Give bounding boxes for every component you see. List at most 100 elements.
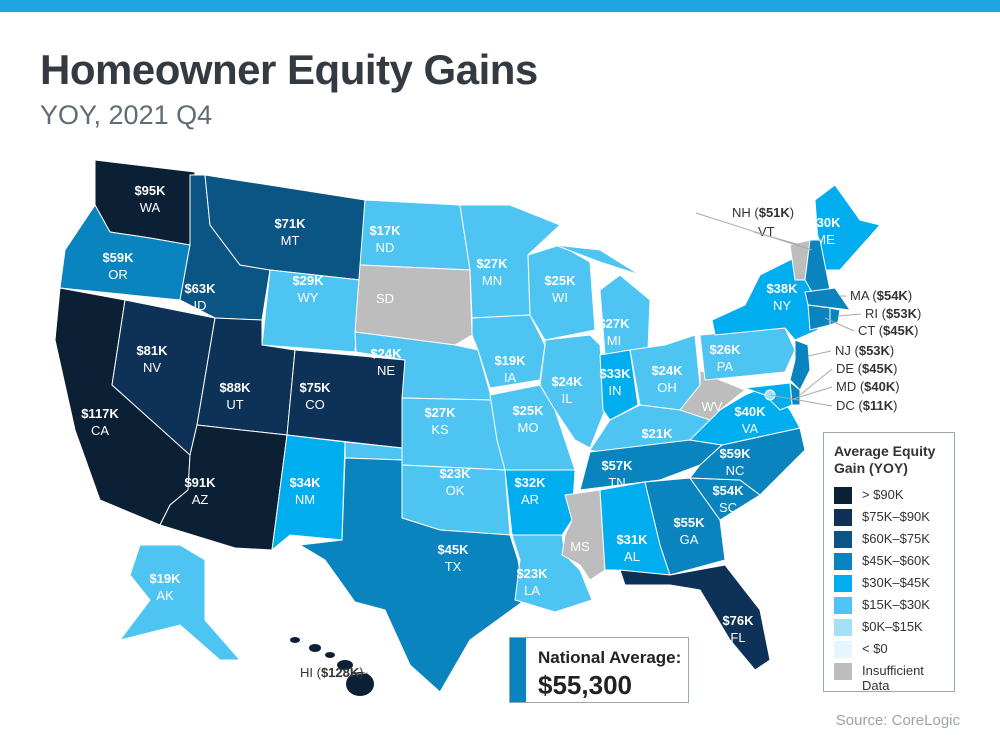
state-value: $33K — [599, 366, 631, 381]
state-value: $27K — [598, 316, 630, 331]
state-abbr: AR — [521, 492, 539, 507]
state-value: $23K — [516, 566, 548, 581]
state-hi — [290, 637, 300, 643]
callout-hi: HI ($128K) — [300, 665, 364, 680]
state-label-nm: $34K NM — [289, 475, 321, 507]
state-value: $45K — [437, 542, 469, 557]
state-abbr: GA — [680, 532, 699, 547]
legend-swatch — [834, 575, 852, 592]
state-value: $76K — [722, 613, 754, 628]
state-il — [539, 334, 606, 449]
state-label-la: $23K LA — [516, 566, 548, 598]
state-label-az: $91K AZ — [184, 475, 216, 507]
state-value: $17K — [369, 223, 401, 238]
state-abbr: MN — [482, 273, 502, 288]
legend-swatch — [834, 509, 852, 526]
state-abbr: NY — [773, 298, 791, 313]
legend-label: $0K–$15K — [862, 619, 923, 634]
legend-swatch — [834, 531, 852, 548]
state-value: $26K — [709, 342, 741, 357]
legend-item: $45K–$60K — [834, 553, 944, 575]
state-label-ar: $32K AR — [514, 475, 546, 507]
callout-line — [329, 672, 369, 678]
callout-ma: MA ($54K) — [850, 288, 912, 303]
legend-swatch — [834, 641, 852, 658]
state-abbr: NM — [295, 492, 315, 507]
state-abbr: IN — [609, 383, 622, 398]
state-abbr: FL — [730, 630, 745, 645]
state-fl — [619, 564, 771, 671]
state-wy — [261, 269, 361, 353]
state-ct — [807, 304, 831, 331]
state-abbr: ID — [194, 298, 207, 313]
legend-item: < $0 — [834, 641, 944, 663]
state-abbr: OH — [657, 380, 677, 395]
state-label-wy: $29K WY — [292, 273, 324, 305]
state-mi — [599, 274, 651, 356]
state-abbr: OK — [446, 483, 465, 498]
state-label-wi: $25K WI — [544, 273, 576, 305]
state-label-ny: $38K NY — [766, 281, 798, 313]
state-value: $59K — [102, 250, 134, 265]
state-value: $24K — [651, 363, 683, 378]
state-abbr: ND — [376, 240, 395, 255]
callout-de: DE ($45K) — [836, 361, 897, 376]
state-value: $24K — [370, 346, 402, 361]
state-abbr: CO — [305, 397, 325, 412]
state-value: $24K — [551, 374, 583, 389]
state-ma — [804, 287, 852, 311]
national-average-value: $55,300 — [538, 670, 632, 700]
callout-ri: RI ($53K) — [865, 306, 921, 321]
legend-swatch — [834, 663, 852, 680]
state-abbr: WI — [552, 290, 568, 305]
state-nm — [271, 434, 346, 552]
state-hi — [337, 660, 353, 670]
state-label-al: $31K AL — [616, 532, 648, 564]
state-value: $63K — [184, 281, 216, 296]
legend-label: $60K–$75K — [862, 531, 930, 546]
state-ak — [118, 544, 242, 661]
state-abbr: NE — [377, 363, 395, 378]
callout-line — [807, 350, 832, 357]
top-accent-bar — [0, 0, 1000, 12]
state-abbr: PA — [717, 359, 734, 374]
state-sd — [354, 264, 473, 346]
state-label-sc: $54K SC — [712, 483, 744, 515]
state-hi — [346, 672, 374, 696]
state-label-ne: $24K NE — [370, 346, 402, 378]
state-value: $40K — [734, 404, 766, 419]
state-abbr: MO — [518, 420, 539, 435]
state-abbr: NC — [726, 463, 745, 478]
legend-title: Average Equity Gain (YOY) — [834, 443, 936, 476]
state-abbr: LA — [524, 583, 540, 598]
state-label-va: $40K VA — [734, 404, 766, 436]
state-label-nv: $81K NV — [136, 343, 168, 375]
state-hi — [325, 652, 335, 658]
state-abbr: AK — [156, 588, 174, 603]
state-label-wv: WV — [702, 399, 723, 414]
state-label-mo: $25K MO — [512, 403, 544, 435]
state-value: $88K — [219, 380, 251, 395]
source-note: Source: CoreLogic — [835, 712, 960, 729]
state-value: $27K — [476, 256, 508, 271]
state-value: $59K — [719, 446, 751, 461]
state-value: $71K — [274, 216, 306, 231]
callout-nj: NJ ($53K) — [835, 343, 894, 358]
legend-swatch — [834, 553, 852, 570]
state-abbr: AZ — [192, 492, 209, 507]
state-value: $91K — [184, 475, 216, 490]
state-value: $19K — [149, 571, 181, 586]
state-wv — [679, 369, 746, 421]
state-abbr: IA — [504, 370, 517, 385]
state-label-ga: $55K GA — [673, 515, 705, 547]
legend: Average Equity Gain (YOY) > $90K $75K–$90… — [823, 432, 955, 693]
state-label-tx: $45K TX — [437, 542, 469, 574]
legend-item: $0K–$15K — [834, 619, 944, 641]
state-abbr: KS — [431, 422, 449, 437]
state-value: $57K — [601, 458, 633, 473]
legend-item: > $90K — [834, 487, 944, 509]
state-label-nd: $17K ND — [369, 223, 401, 255]
state-value: $25K — [512, 403, 544, 418]
state-label-pa: $26K PA — [709, 342, 741, 374]
